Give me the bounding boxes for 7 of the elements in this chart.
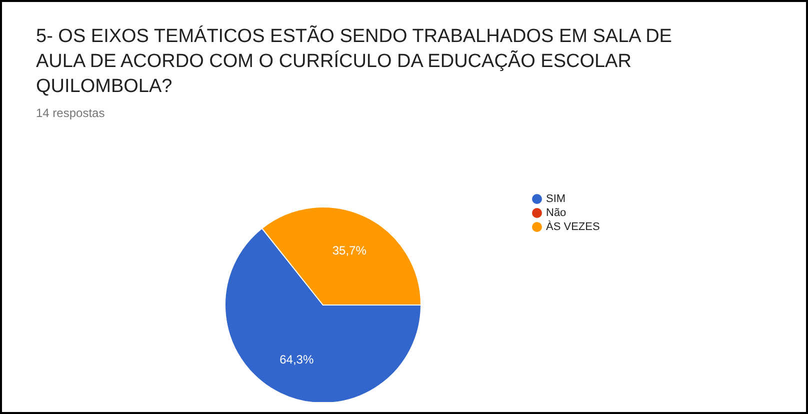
- legend-label: SIM: [546, 193, 566, 205]
- text: 14 respostas: [36, 106, 105, 120]
- data-label: 35,7%: [332, 243, 367, 258]
- data-label: 64,3%: [280, 352, 314, 367]
- legend-label: ÀS VEZES: [546, 221, 600, 233]
- legend-label: Não: [546, 207, 566, 219]
- chart-title: 5- OS EIXOS TEMÁTICOS ESTÃO SENDO TRABALHADOS EM SALA DE AULA DE ACORDO COM O CURRÍCULO DA EDUCAÇÃO ESCOLAR QUILOMBOLA?: [36, 24, 673, 99]
